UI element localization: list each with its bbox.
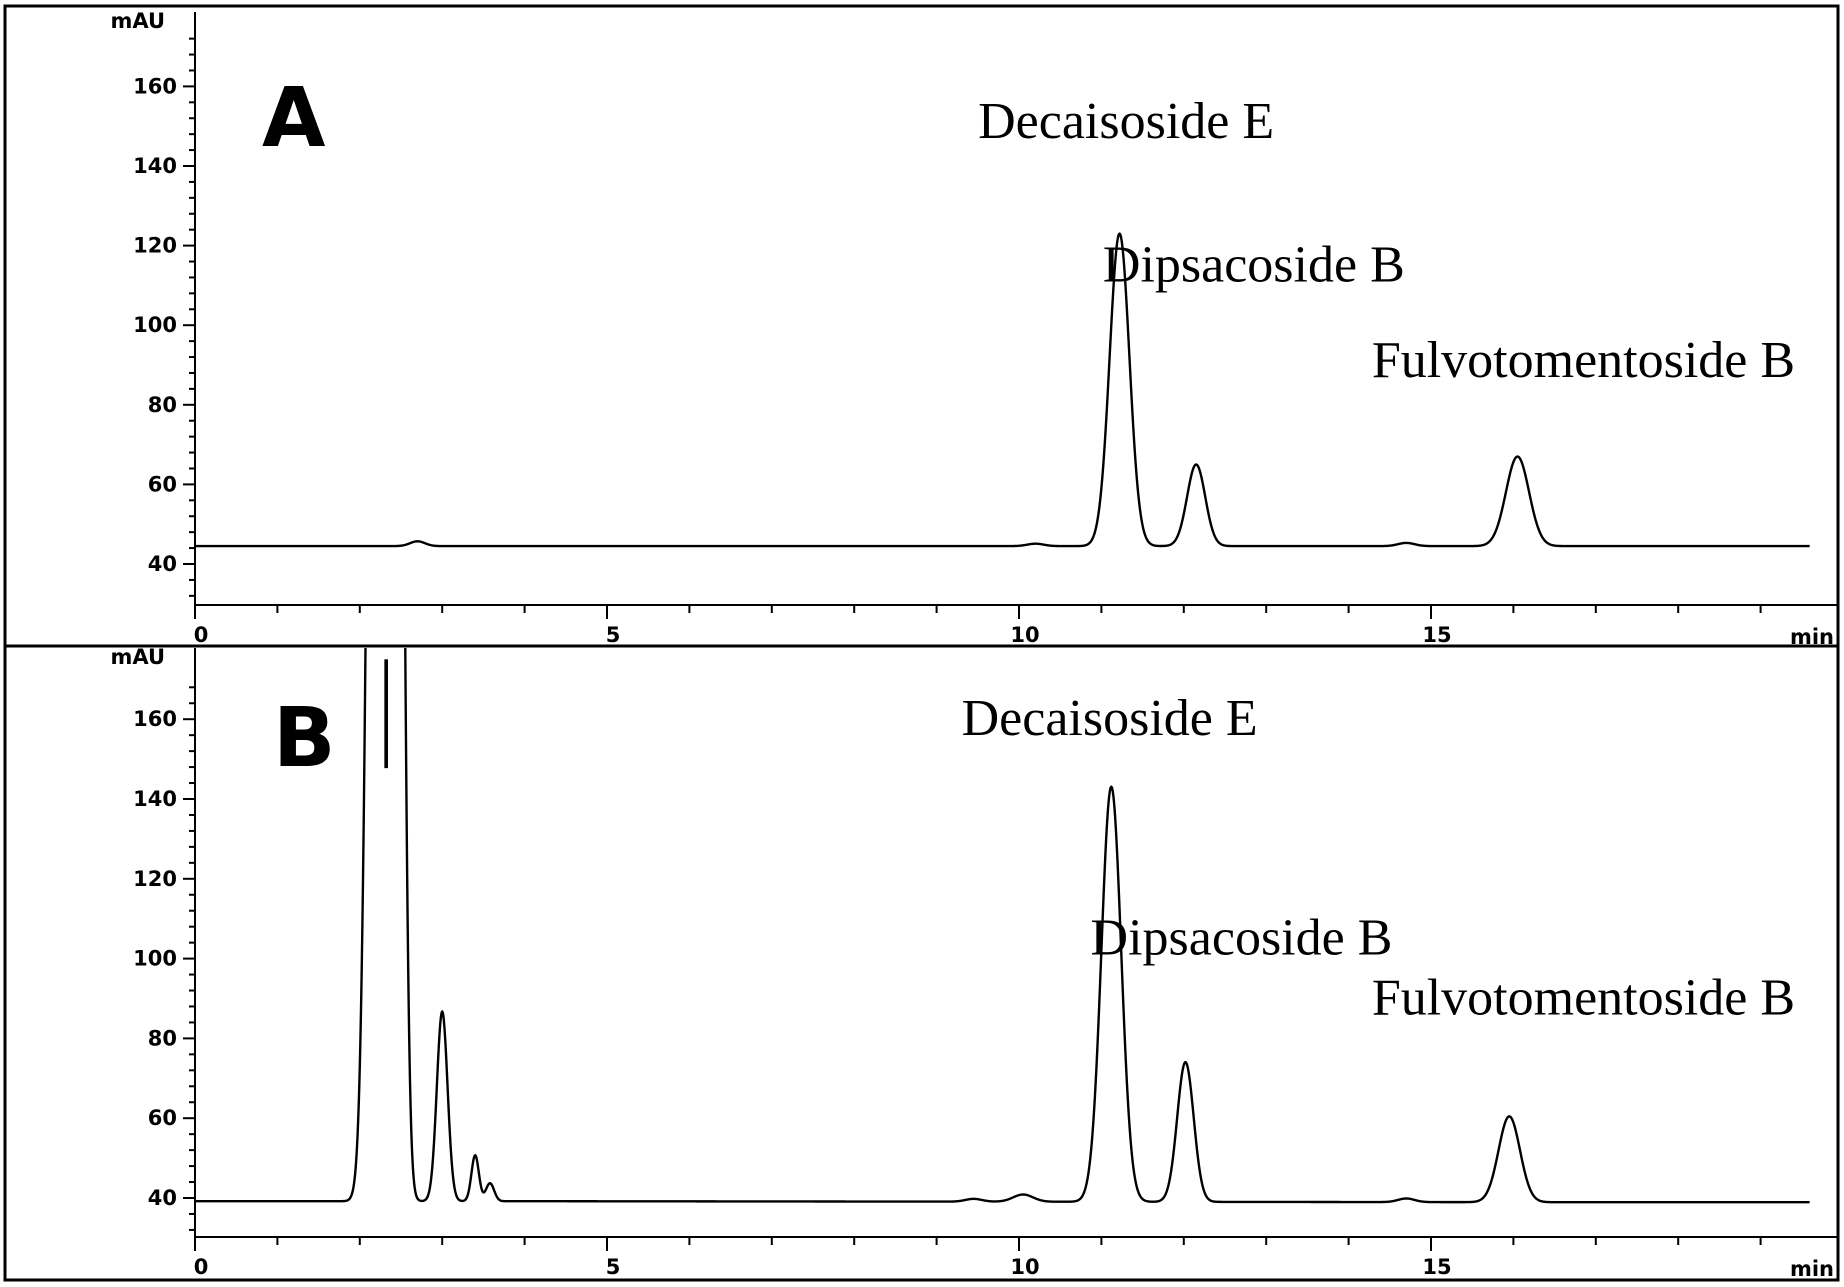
y-tick-label: 140 bbox=[133, 154, 177, 178]
x-tick-label: 10 bbox=[1010, 1255, 1039, 1279]
peak-annotation: Dipsacoside B bbox=[1091, 910, 1393, 967]
saturated-peak-notch bbox=[384, 659, 388, 769]
x-tick-label: 15 bbox=[1422, 1255, 1451, 1279]
y-tick-label: 100 bbox=[133, 313, 177, 337]
x-axis-unit-label: min bbox=[1790, 1257, 1834, 1281]
panel-letter: B bbox=[273, 691, 336, 786]
chromatogram-trace bbox=[195, 232, 1810, 548]
panel-frame bbox=[3, 644, 1840, 1282]
y-tick-label: 140 bbox=[133, 787, 177, 811]
x-tick-label: 0 bbox=[194, 623, 209, 647]
x-tick-label: 15 bbox=[1422, 623, 1451, 647]
x-tick-label: 0 bbox=[194, 1255, 209, 1279]
y-tick-label: 60 bbox=[148, 1106, 177, 1130]
y-axis-unit-label: mAU bbox=[110, 9, 165, 33]
y-tick-label: 80 bbox=[148, 1026, 177, 1050]
y-axis-unit-label: mAU bbox=[110, 645, 165, 669]
x-tick-label: 5 bbox=[606, 623, 621, 647]
peak-annotation: Fulvotomentoside B bbox=[1372, 969, 1795, 1026]
y-tick-label: 120 bbox=[133, 234, 177, 258]
chromatogram-trace bbox=[195, 648, 1810, 1204]
y-tick-label: 40 bbox=[148, 1186, 177, 1210]
y-tick-label: 40 bbox=[148, 552, 177, 576]
y-tick-label: 160 bbox=[133, 707, 177, 731]
chromatogram-panel-b: 40 60 80 100 120 140 160 mAU 0 5 10 15 min B Decaisosi… bbox=[3, 644, 1840, 1282]
y-tick-label: 100 bbox=[133, 947, 177, 971]
y-tick-label: 120 bbox=[133, 867, 177, 891]
x-tick-label: 5 bbox=[606, 1255, 621, 1279]
peak-annotation: Decaisoside E bbox=[962, 690, 1258, 747]
peak-annotation: Fulvotomentoside B bbox=[1372, 332, 1795, 389]
x-tick-label: 10 bbox=[1010, 623, 1039, 647]
y-tick-label: 60 bbox=[148, 472, 177, 496]
y-tick-label: 160 bbox=[133, 74, 177, 98]
panel-letter: A bbox=[262, 71, 326, 166]
peak-annotation: Dipsacoside B bbox=[1103, 236, 1405, 293]
peak-annotation: Decaisoside E bbox=[978, 93, 1274, 150]
y-tick-label: 80 bbox=[148, 393, 177, 417]
